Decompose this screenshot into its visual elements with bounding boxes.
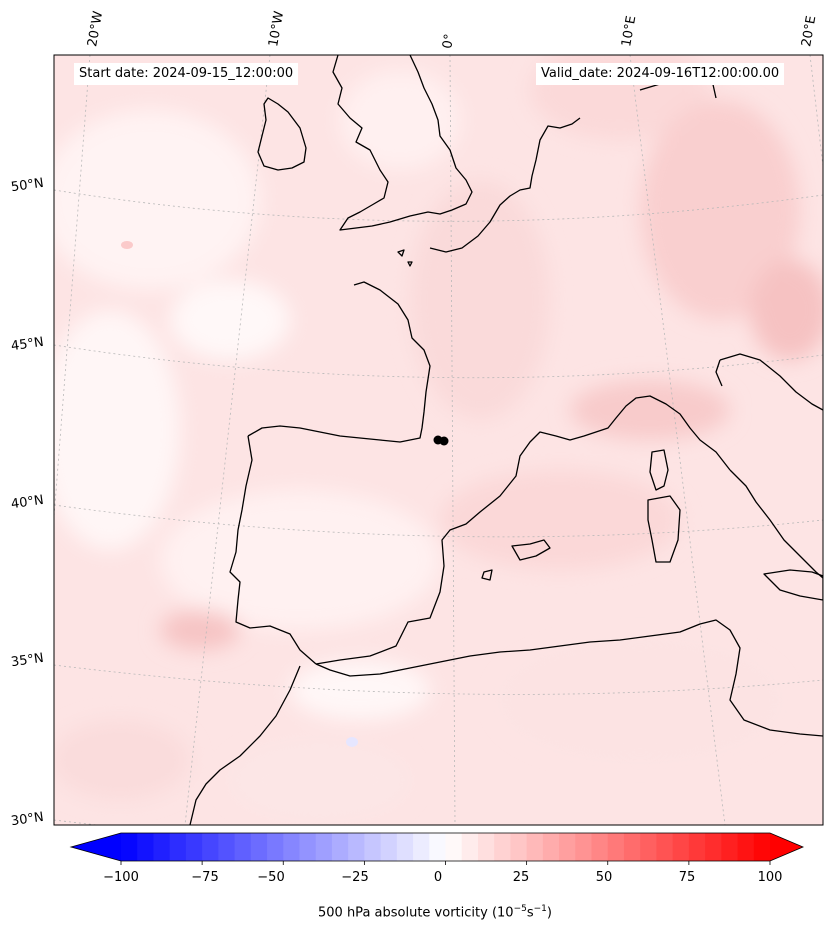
colorbar-segment [380,833,398,861]
colorbar-segment [494,833,511,861]
colorbar-segment [542,833,560,861]
colorbar-segment [202,833,219,861]
colorbar-segment [623,833,641,861]
colorbar-segment [461,833,479,861]
colorbar-segment [591,833,609,861]
colorbar-segment [169,833,187,861]
colorbar-segment [299,833,317,861]
colorbar-segment [753,833,771,861]
colorbar-segment [250,833,268,861]
colorbar-segment [234,833,252,861]
colorbar-segment [526,833,544,861]
colorbar-segment [559,833,576,861]
colorbar-segment [396,833,414,861]
colorbar-segment [413,833,430,861]
colorbar-tick-label: −75 [191,870,219,885]
colorbar-segment [737,833,755,861]
colorbar-extend-max [770,833,803,861]
location-marker [433,435,449,446]
colorbar-segment [607,833,625,861]
colorbar-segment [510,833,528,861]
colorbar-tick-label: −25 [341,870,369,885]
colorbar-segment [672,833,690,861]
colorbar-segment [575,833,593,861]
colorbar-tick-label: −100 [103,870,139,885]
colorbar-segment [348,833,365,861]
colorbar-segment [705,833,722,861]
vorticity-field [54,55,823,825]
map-frame [53,54,824,826]
colorbar-segment [364,833,382,861]
colorbar-tick-label: 25 [512,870,530,885]
colorbar-segment [185,833,203,861]
colorbar-tick-label: −50 [257,870,285,885]
valid-date-label: Valid_date: 2024-09-16T12:00:00.00 [536,63,785,85]
colorbar-segment [153,833,171,861]
colorbar-segment [477,833,495,861]
colorbar-segment [721,833,739,861]
colorbar-extend-min [71,833,121,861]
colorbar-segment [283,833,301,861]
colorbar-segment [640,833,658,861]
colorbar-segment [688,833,706,861]
colorbar-tick-label: 0 [433,870,443,885]
colorbar-segment [331,833,349,861]
colorbar-tick-marks [120,861,771,865]
colorbar [69,832,805,862]
lon-label-0: 0° [440,32,458,50]
start-date-label: Start date: 2024-09-15_12:00:00 [74,63,299,85]
colorbar-segment [267,833,284,861]
colorbar-segment [429,833,447,861]
colorbar-segment [218,833,236,861]
colorbar-tick-label: 75 [678,870,696,885]
colorbar-segment [445,833,463,861]
colorbar-label: 500 hPa absolute vorticity (10−5s−1) [318,904,552,921]
colorbar-segment [121,833,138,861]
colorbar-segment [656,833,674,861]
colorbar-segment [137,833,155,861]
colorbar-tick-label: 50 [595,870,613,885]
colorbar-tick-label: 100 [757,870,783,885]
colorbar-segment [315,833,333,861]
